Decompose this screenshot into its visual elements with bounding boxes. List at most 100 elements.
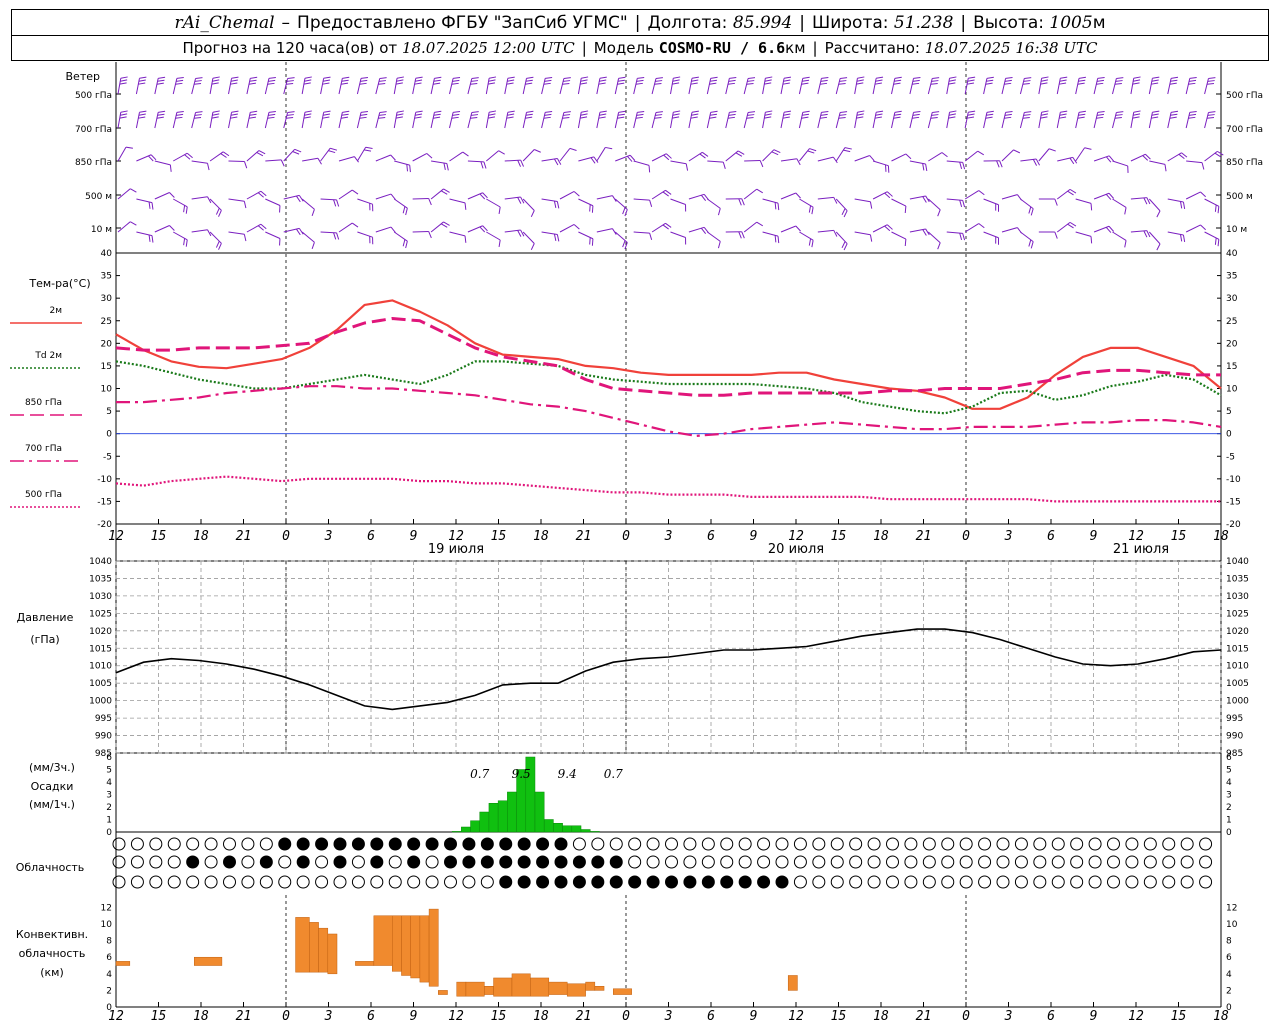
- wind-barb-feather: [986, 113, 994, 116]
- wind-barb-staff: [1167, 112, 1172, 129]
- wind-barb-staff: [817, 78, 822, 95]
- wind-barb-feather: [479, 193, 486, 200]
- wind-barb-feather: [833, 230, 838, 237]
- wind-barb-staff: [320, 78, 325, 95]
- wind-barb-feather: [1143, 197, 1148, 205]
- precip-bar: [470, 820, 480, 833]
- pres-ytick-right: 1040: [1226, 557, 1249, 567]
- temp-ytick: 40: [101, 249, 113, 259]
- wind-barb-feather: [728, 113, 736, 116]
- wind-barb-feather: [1078, 113, 1086, 116]
- wind-barb-feather: [428, 198, 432, 206]
- cloud-cover-symbol: [646, 855, 660, 869]
- wind-barb-feather: [1143, 230, 1148, 238]
- precip-bar: [507, 791, 517, 833]
- cloud-cover-symbol: [167, 875, 181, 889]
- wind-barb-feather: [440, 190, 448, 195]
- wind-barb-feather: [1078, 110, 1086, 113]
- wind-barb-feather: [248, 82, 256, 85]
- wind-barb-feather: [287, 111, 295, 113]
- wind-barb-staff: [614, 78, 620, 95]
- cloud-cover-symbol: [996, 855, 1010, 869]
- cloud-cover-symbol: [867, 875, 881, 889]
- wind-barb-feather: [925, 163, 928, 172]
- wind-barb-staff: [1056, 112, 1061, 129]
- cloud-cover-symbol: [941, 837, 955, 851]
- conv-title: Конвективн.: [16, 928, 88, 941]
- wind-barb-feather: [617, 116, 625, 119]
- wind-barb-feather: [1206, 82, 1215, 85]
- wind-barb-feather: [1151, 116, 1159, 119]
- wind-barb-feather: [709, 82, 717, 85]
- wind-barb-feather: [1207, 80, 1215, 82]
- wind-barb-staff: [596, 147, 606, 162]
- x-tick-label: 12: [448, 1009, 464, 1024]
- temp-legend-label: 2м: [49, 306, 62, 316]
- pres-ytick-right: 1005: [1226, 679, 1249, 689]
- wind-barb-feather: [746, 82, 754, 85]
- pres-ytick: 1020: [89, 627, 112, 637]
- wind-barb-feather: [655, 80, 663, 82]
- wind-barb-feather: [194, 114, 202, 116]
- precip-ytick: 4: [106, 778, 112, 788]
- cloud-cover-symbol: [241, 875, 255, 889]
- wind-barb-staff: [743, 188, 758, 200]
- wind-barb-feather: [590, 157, 596, 164]
- wind-barb-staff: [1075, 147, 1086, 162]
- wind-barb-feather: [949, 76, 957, 79]
- wind-barb-feather: [948, 82, 956, 85]
- cloud-cover-symbol: [572, 855, 586, 869]
- wind-barb-feather: [967, 113, 975, 116]
- cloud-cover-symbol: [517, 855, 531, 869]
- wind-barb-staff: [1204, 112, 1209, 129]
- wind-barb-feather: [1132, 116, 1140, 119]
- wind-barb-staff: [614, 231, 628, 243]
- wind-barb-feather: [563, 77, 571, 79]
- wind-barb-feather: [120, 110, 128, 113]
- wind-barb-feather: [230, 113, 238, 116]
- wind-barb-feather: [1180, 201, 1183, 209]
- wind-barb-feather: [1059, 113, 1067, 116]
- cloud-cover-symbol: [1143, 837, 1157, 851]
- wind-barb-feather: [729, 76, 737, 79]
- cloud-cover-symbol: [1107, 837, 1120, 851]
- wind-barb-feather: [1028, 239, 1032, 247]
- wind-barb-staff: [983, 198, 999, 206]
- wind-barb-feather: [487, 116, 496, 119]
- wind-barb-staff: [338, 222, 353, 233]
- cloud-cover-symbol: [499, 837, 513, 851]
- wind-barb-feather: [390, 226, 396, 233]
- wind-barb-staff: [1019, 112, 1025, 129]
- wind-barb-feather: [1004, 82, 1012, 85]
- wind-barb-staff: [835, 231, 848, 245]
- wind-barb-feather: [218, 243, 222, 250]
- wind-barb-staff: [302, 157, 319, 162]
- wind-barb-staff: [154, 160, 171, 166]
- wind-barb-staff: [356, 78, 362, 95]
- cloud-cover-symbol: [370, 855, 384, 869]
- temp-ytick: 20: [101, 339, 113, 349]
- wind-barb-feather: [323, 110, 331, 113]
- wind-barb-feather: [1124, 207, 1127, 215]
- wind-barb-staff: [375, 154, 391, 162]
- cloud-cover-symbol: [462, 837, 476, 851]
- cloud-cover-symbol: [462, 875, 476, 889]
- wind-barb-feather: [663, 154, 670, 161]
- wind-barb-feather: [777, 236, 780, 244]
- wind-barb-staff: [983, 78, 988, 95]
- wind-barb-staff: [522, 231, 535, 244]
- cloud-cover-symbol: [665, 855, 678, 869]
- wind-barb-staff: [817, 156, 834, 162]
- wind-barb-staff: [191, 229, 208, 233]
- wind-barb-staff: [633, 231, 650, 234]
- wind-barb-feather: [665, 222, 672, 228]
- wind-barb-feather: [286, 114, 294, 116]
- cloud-cover-symbol: [112, 875, 126, 889]
- wind-barb-staff: [706, 78, 712, 95]
- wind-barb-feather: [341, 116, 349, 119]
- wind-barb-feather: [341, 79, 349, 82]
- wind-barb-feather: [433, 113, 441, 116]
- precip-ytick-right: 0: [1226, 828, 1232, 838]
- wind-barb-feather: [839, 80, 847, 82]
- temp-series-line: [115, 299, 1222, 410]
